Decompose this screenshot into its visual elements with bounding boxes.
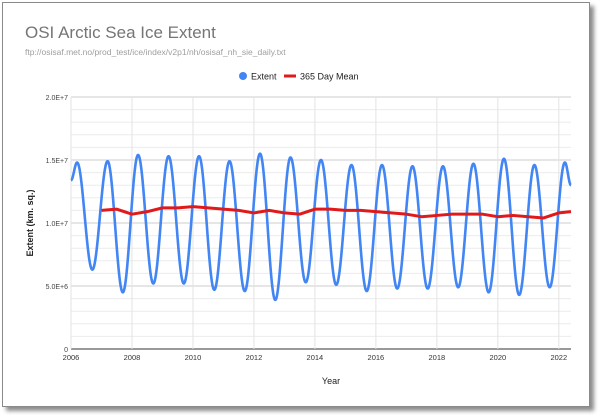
x-tick-label: 2012 <box>246 353 263 362</box>
chart-title: OSI Arctic Sea Ice Extent <box>25 23 216 42</box>
y-tick-label: 5.0E+6 <box>46 284 68 291</box>
extent-series-line <box>69 152 573 302</box>
x-tick-label: 2018 <box>429 353 446 362</box>
x-tick-label: 2008 <box>124 353 141 362</box>
y-tick-label: 1.0E+7 <box>46 221 68 228</box>
x-tick-label: 2016 <box>368 353 385 362</box>
y-tick-label: 0 <box>64 347 68 354</box>
x-tick-label: 2010 <box>185 353 202 362</box>
legend-mean-label: 365 Day Mean <box>300 72 359 82</box>
legend: Extent 365 Day Mean <box>239 72 359 82</box>
legend-extent-marker <box>239 72 247 80</box>
y-axis-title: Extent (km. sq.) <box>25 189 35 256</box>
x-tick-label: 2014 <box>307 353 324 362</box>
mean-series-line <box>101 205 572 220</box>
legend-extent-label: Extent <box>251 72 277 82</box>
chart-plot: 0 5.0E+6 1.0E+7 1.5E+7 2.0E+7 2006 2008 2010 201… <box>25 72 573 386</box>
x-tick-label: 2006 <box>63 353 80 362</box>
chart-frame: OSI Arctic Sea Ice Extent ftp://osisaf.m… <box>2 2 590 407</box>
x-axis-title: Year <box>322 376 340 386</box>
x-tick-label: 2022 <box>550 353 567 362</box>
x-tick-label: 2020 <box>489 353 506 362</box>
chart-subtitle: ftp://osisaf.met.no/prod_test/ice/index/… <box>25 47 286 57</box>
y-tick-label: 1.5E+7 <box>46 158 68 165</box>
y-tick-label: 2.0E+7 <box>46 95 68 102</box>
